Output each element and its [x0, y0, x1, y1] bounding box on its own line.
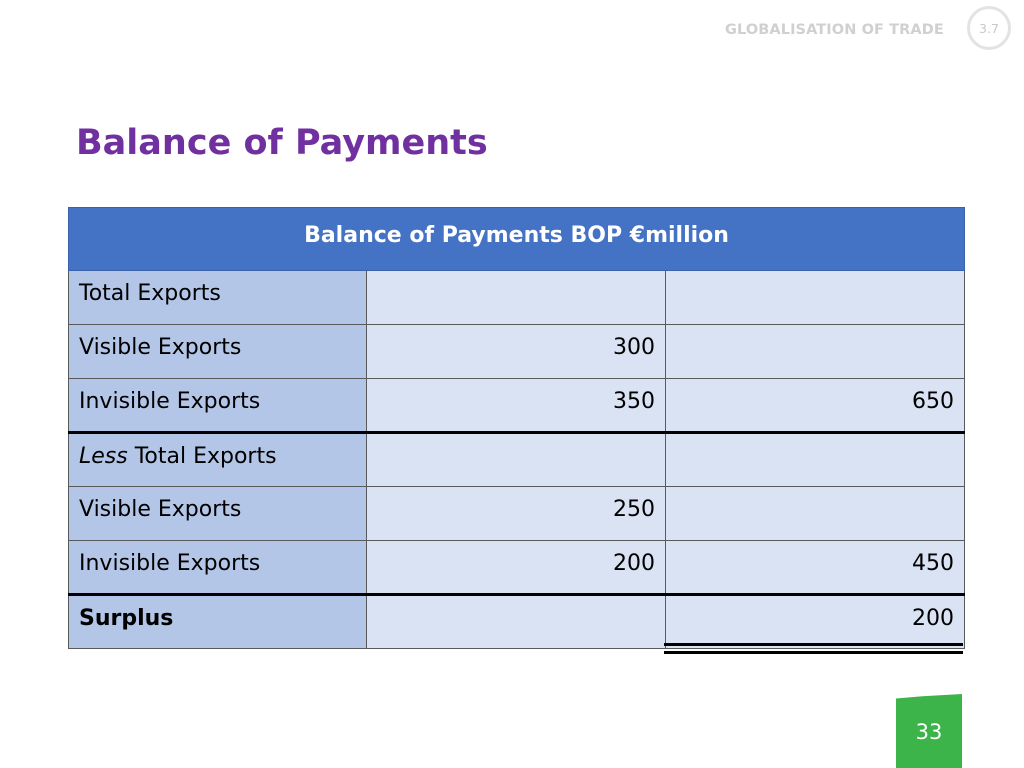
page-number: 33 — [915, 720, 943, 744]
total-cell — [664, 431, 966, 487]
table-row: Total Exports — [68, 270, 966, 325]
value-cell — [366, 431, 666, 487]
table-row: Invisible Exports 350 650 — [68, 378, 966, 433]
table-row: Invisible Exports 200 450 — [68, 540, 966, 595]
value-cell: 250 — [366, 486, 666, 541]
total-cell — [664, 324, 966, 379]
value-cell: 350 — [366, 378, 666, 433]
row-label: Visible Exports — [68, 486, 367, 541]
row-label: Less Total Exports — [68, 431, 367, 487]
total-cell: 450 — [664, 540, 966, 595]
row-label: Visible Exports — [68, 324, 367, 379]
total-cell — [664, 486, 966, 541]
value-cell: 200 — [366, 540, 666, 595]
value-cell — [366, 593, 666, 649]
row-label: Invisible Exports — [68, 378, 367, 433]
value-cell — [366, 270, 666, 325]
slide-title: Balance of Payments — [76, 123, 488, 163]
row-label: Total Exports — [68, 270, 367, 325]
topic-header: GLOBALISATION OF TRADE — [725, 22, 944, 38]
bop-table: Balance of Payments BOP €million Total E… — [67, 207, 966, 649]
section-number: 3.7 — [979, 20, 999, 36]
table-heading: Balance of Payments BOP €million — [67, 207, 966, 271]
table-row: Visible Exports 300 — [68, 324, 966, 379]
table-header-row: Balance of Payments BOP €million — [67, 207, 966, 271]
section-number-badge: 3.7 — [967, 6, 1011, 50]
row-label: Invisible Exports — [68, 540, 367, 595]
double-underline — [664, 643, 963, 654]
page-number-badge: 33 — [896, 694, 962, 768]
surplus-row: Surplus 200 — [68, 593, 966, 649]
row-label-text: Total Exports — [127, 443, 277, 469]
total-cell — [664, 270, 966, 325]
total-cell: 650 — [664, 378, 966, 433]
row-label: Surplus — [68, 593, 367, 649]
table-row: Visible Exports 250 — [68, 486, 966, 541]
table-row: Less Total Exports — [68, 431, 966, 487]
row-label-prefix: Less — [79, 443, 128, 469]
value-cell: 300 — [366, 324, 666, 379]
total-cell: 200 — [664, 593, 966, 649]
